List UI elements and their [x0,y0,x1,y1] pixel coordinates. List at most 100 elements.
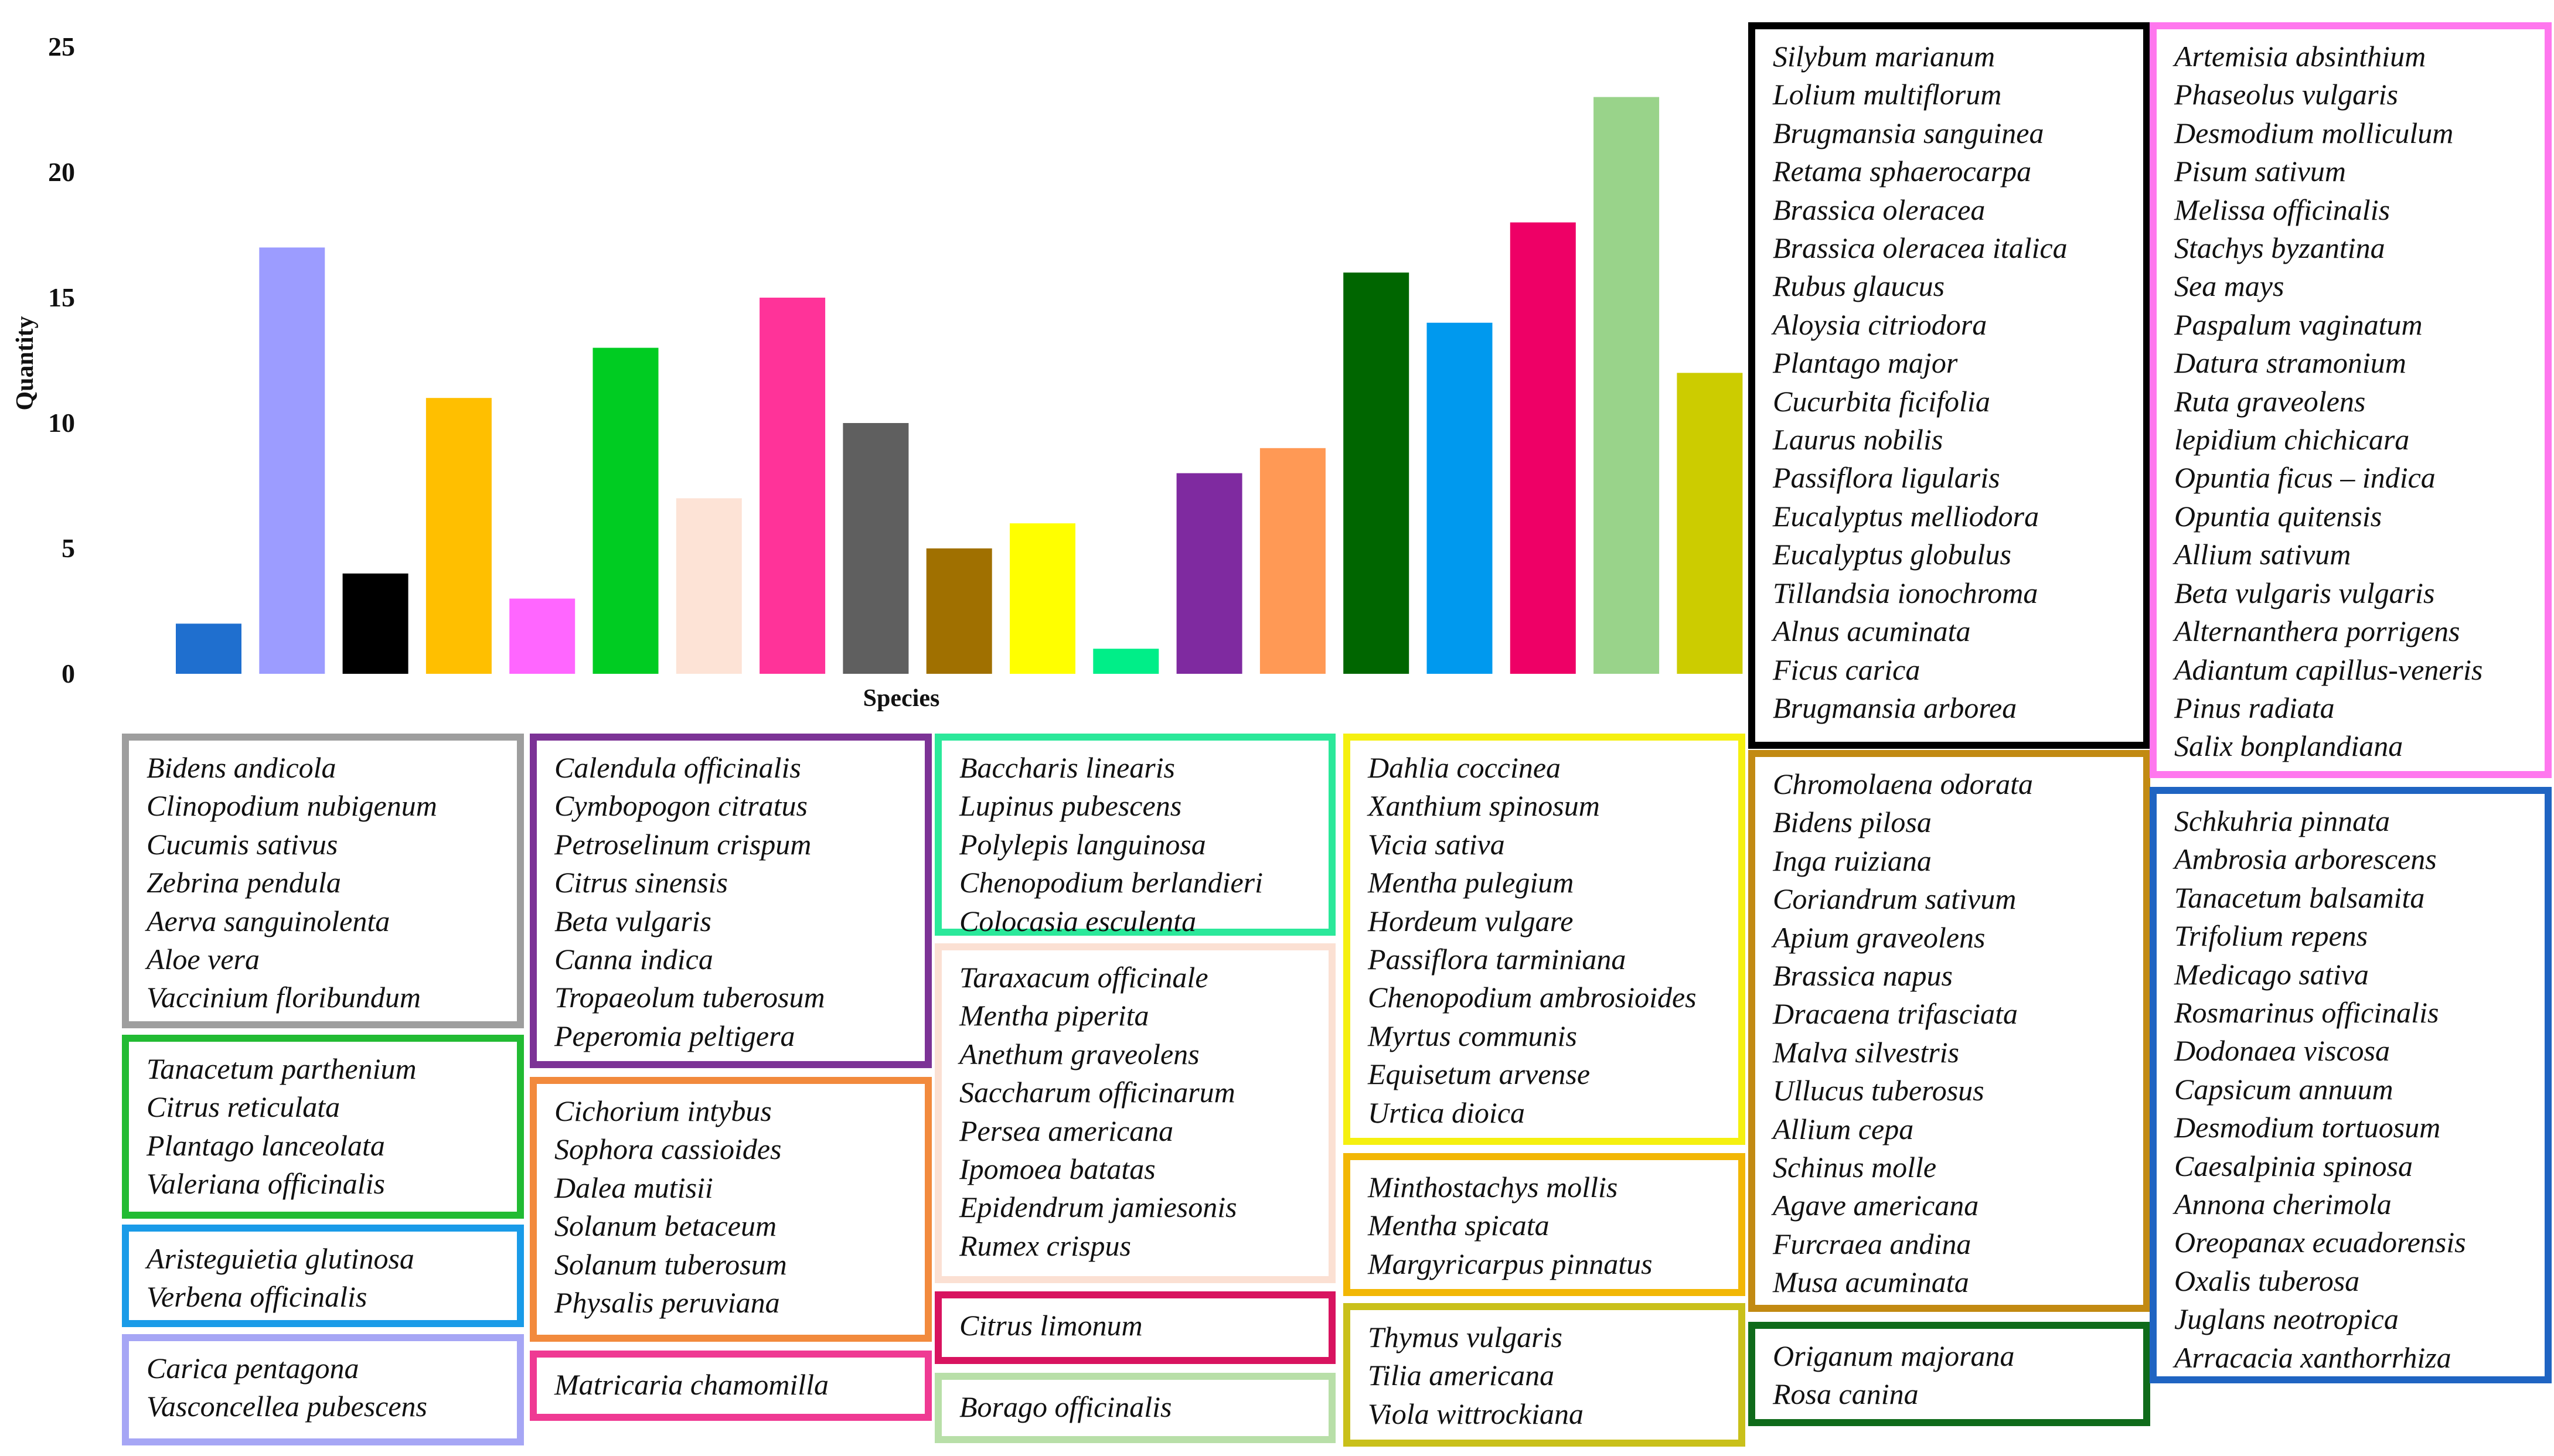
legend-species-name: Paspalum vaginatum [2174,308,2423,341]
legend-species-name: Tanacetum balsamita [2174,881,2425,914]
legend-species-name: Anethum graveolens [959,1037,1200,1070]
legend-species-name: Rosa canina [1773,1377,1919,1411]
bar [1010,523,1075,674]
y-tick-label: 25 [48,32,75,62]
legend-group: Tanacetum parthenium Citrus reticulata Pla… [122,1035,524,1219]
legend-species-name: Dodonaea viscosa [2174,1034,2390,1068]
bar-series [176,97,1743,674]
legend-species-name: Cucurbita ficifolia [1773,384,1990,418]
legend-species-name: Schkuhria pinnata [2174,804,2390,837]
legend-group: Thymus vulgaris Tilia americana Viola witt… [1343,1303,1745,1447]
legend-group: Borago officinalis [935,1373,1336,1443]
bar [1176,473,1242,674]
legend-species-name: Tropaeolum tuberosum [554,981,825,1014]
legend-species-name: Plantago major [1773,346,1958,380]
legend-species-list: Silybum marianum Lolium multiflorum Brugma… [1773,37,2126,727]
legend-species-name: Saccharum officinarum [959,1076,1235,1109]
legend-species-name: Cucumis sativus [147,827,338,861]
bar [926,548,992,674]
legend-species-name: Allium sativum [2174,538,2351,571]
legend-species-name: Verbena officinalis [147,1280,367,1314]
legend-species-name: Matricaria chamomilla [554,1368,829,1401]
legend-species-list: Chromolaena odorata Bidens pilosa Inga rui… [1773,765,2126,1302]
legend-group: Matricaria chamomilla [530,1351,932,1421]
legend-species-name: Salix bonplandiana [2174,729,2403,763]
legend-species-name: Polylepis languinosa [959,827,1206,861]
legend-species-name: Sea mays [2174,270,2284,303]
legend-species-list: Thymus vulgaris Tilia americana Viola witt… [1368,1318,1721,1433]
legend-species-name: Passiflora tarminiana [1368,943,1626,976]
legend-species-name: Carica pentagona [147,1352,359,1385]
bar [676,498,742,674]
legend-species-name: Thymus vulgaris [1368,1321,1562,1353]
legend-species-name: Juglans neotropica [2174,1302,2399,1336]
legend-group: Citrus limonum [935,1291,1336,1364]
legend-group: Origanum majorana Rosa canina [1748,1322,2150,1426]
legend-species-name: Ullucus tuberosus [1773,1074,1984,1107]
legend-group: Baccharis linearis Lupinus pubescens Polyl… [935,734,1336,937]
legend-species-name: Tilia americana [1368,1359,1555,1392]
legend-species-name: Brugmansia sanguinea [1773,116,2044,149]
legend-species-name: Desmodium molliculum [2174,116,2454,149]
bar [1510,222,1576,674]
legend-species-name: Physalis peruviana [554,1286,780,1319]
legend-species-name: Vaccinium floribundum [147,981,421,1014]
bar [342,573,408,674]
legend-species-name: Origanum majorana [1773,1339,2015,1372]
legend-species-name: Eucalyptus globulus [1773,538,2011,571]
y-tick-label: 10 [48,408,75,438]
legend-species-name: Mentha piperita [959,999,1149,1032]
legend-species-name: Equisetum arvense [1368,1058,1591,1091]
legend-species-list: Calendula officinalis Cymbopogon citratus… [554,749,907,1055]
legend-group: Dahlia coccinea Xanthium spinosum Vicia sa… [1343,734,1745,1145]
legend-species-list: Origanum majorana Rosa canina [1773,1337,2126,1414]
legend-species-name: Annona cherimola [2174,1188,2392,1221]
legend-species-name: Oxalis tuberosa [2174,1264,2360,1297]
legend-group: Carica pentagona Vasconcellea pubescens [122,1334,524,1445]
legend-species-name: Cichorium intybus [554,1094,772,1127]
legend-species-name: Myrtus communis [1368,1019,1577,1052]
legend-species-name: Tanacetum parthenium [147,1052,417,1085]
legend-species-name: Rosmarinus officinalis [2174,996,2439,1029]
legend-species-name: Allium cepa [1773,1112,1914,1145]
legend-species-name: Schinus molle [1773,1151,1937,1184]
legend-group: Calendula officinalis Cymbopogon citratus… [530,734,932,1068]
legend-species-name: Beta vulgaris vulgaris [2174,576,2435,609]
legend-species-name: Mentha spicata [1368,1209,1550,1242]
legend-species-list: Dahlia coccinea Xanthium spinosum Vicia sa… [1368,749,1721,1132]
legend-species-name: Peperomia peltigera [554,1019,795,1052]
legend-species-name: Hordeum vulgare [1368,904,1574,937]
legend-species-name: Desmodium tortuosum [2174,1111,2441,1144]
legend-species-name: Epidendrum jamiesonis [959,1191,1237,1224]
legend-species-name: Zebrina pendula [147,866,341,899]
legend-species-name: Chenopodium ambrosioides [1368,981,1697,1014]
legend-species-name: Lupinus pubescens [959,789,1182,823]
bar [1259,448,1326,674]
legend-species-name: Chenopodium berlandieri [959,866,1264,899]
legend-species-name: Eucalyptus melliodora [1773,499,2039,533]
legend-species-name: Calendula officinalis [554,751,801,784]
legend-species-name: Solanum tuberosum [554,1247,787,1281]
legend-species-list: Bidens andicola Clinopodium nubigenum Cucu… [147,749,499,1017]
legend-species-name: Canna indica [554,943,713,976]
legend-species-name: Taraxacum officinale [959,961,1208,994]
legend-species-name: Oreopanax ecuadorensis [2174,1226,2466,1259]
legend-species-name: Brassica oleracea [1773,193,1986,226]
legend-species-name: Aloysia citriodora [1773,308,1987,341]
legend-species-name: Artemisia absinthium [2174,40,2426,73]
legend-species-name: Colocasia esculenta [959,904,1197,937]
legend-group: Schkuhria pinnata Ambrosia arborescens Tan… [2150,787,2552,1383]
legend-species-name: Plantago lanceolata [147,1128,385,1162]
legend-species-name: Rubus glaucus [1773,270,1945,303]
legend-species-name: Alternanthera porrigens [2174,615,2460,648]
legend-group: Cichorium intybus Sophora cassioides Dalea… [530,1077,932,1342]
legend-species-name: Trifolium repens [2174,919,2368,953]
legend-species-name: Ambrosia arborescens [2174,843,2437,876]
legend-species-name: Chromolaena odorata [1773,768,2033,800]
bar [509,598,575,674]
legend-species-list: Citrus limonum [959,1307,1311,1345]
legend-species-name: Silybum marianum [1773,40,1995,73]
y-tick-label: 20 [48,157,75,187]
legend-species-name: Bidens andicola [147,751,336,784]
legend-species-name: Dracaena trifasciata [1773,997,2018,1031]
